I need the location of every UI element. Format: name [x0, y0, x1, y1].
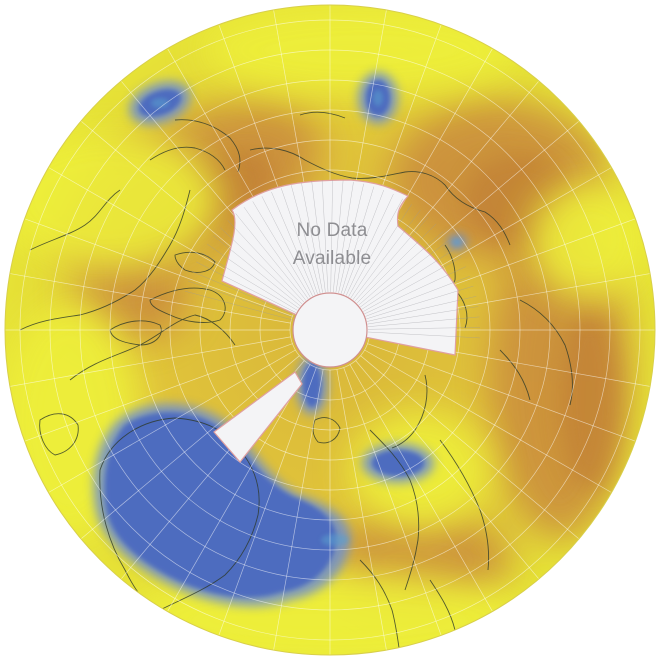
no-data-grid-line: [348, 198, 403, 297]
no-data-grid-line: [301, 182, 323, 293]
no-data-grid-line: [356, 223, 437, 304]
meridian-line: [343, 367, 444, 641]
no-data-grid-line: [345, 193, 394, 296]
meridian-line: [364, 349, 616, 496]
meridian-line: [360, 355, 584, 543]
no-data-grid-line: [364, 266, 467, 315]
no-data-grid-line: [354, 216, 429, 302]
no-data-grid-line: [366, 285, 474, 320]
no-data-grid-line: [201, 252, 298, 311]
no-data-grid-line: [213, 235, 301, 307]
globe-edge: [4, 4, 656, 656]
no-data-grid-line: [185, 290, 294, 321]
no-data-label-line2: Available: [293, 248, 372, 269]
meridian-line: [19, 343, 293, 444]
no-data-grid-line: [340, 186, 375, 294]
no-data-grid-line: [271, 191, 316, 296]
meridian-line: [367, 343, 641, 444]
no-data-grid-line: [290, 185, 321, 294]
meridian-line: [216, 367, 317, 641]
no-data-grid-line: [280, 188, 318, 295]
no-data-grid-line: [235, 213, 307, 301]
no-data-grid-lines: [185, 179, 481, 339]
meridian-line: [5, 336, 291, 388]
meridian-line: [164, 364, 311, 616]
meridian-line: [5, 272, 291, 324]
no-data-grid-line: [206, 243, 300, 309]
no-data-grid-line: [227, 220, 305, 303]
no-data-lower-sector: [213, 371, 303, 463]
no-data-grid-line: [338, 183, 364, 294]
no-data-grid-line: [367, 306, 479, 325]
no-data-grid-line: [366, 296, 477, 322]
meridian-line: [355, 360, 543, 584]
pole-hole: [292, 292, 368, 368]
no-data-grid-line: [220, 227, 303, 305]
low-value-cores: [151, 90, 462, 546]
no-data-grid-line: [335, 181, 354, 293]
meridian-line: [76, 355, 300, 543]
no-data-grid-line: [311, 181, 326, 293]
no-data-grid-line: [367, 331, 480, 339]
no-data-grid-line: [330, 179, 333, 293]
no-data-grid-line: [358, 231, 444, 306]
no-data-grid-line: [367, 316, 480, 327]
coastlines: [19, 111, 573, 655]
meridian-line: [272, 369, 324, 655]
no-data-grid-line: [343, 189, 385, 295]
no-data-grid-line: [361, 248, 456, 310]
meridian-line: [349, 364, 496, 616]
no-data-grid-line: [252, 201, 311, 298]
no-data-grid-line: [188, 280, 295, 318]
low-value-regions: [104, 80, 424, 598]
no-data-grid-line: [360, 239, 450, 308]
no-data-grid-line: [365, 275, 471, 317]
no-data-grid-line: [191, 271, 296, 316]
meridian-line: [336, 369, 388, 655]
no-data-grid-line: [196, 261, 297, 313]
no-data-grid-line: [261, 196, 313, 297]
meridian-line: [44, 349, 296, 496]
no-data-grid-line: [367, 327, 481, 330]
no-data-grid-line: [333, 180, 344, 293]
meridian-line: [19, 216, 293, 317]
no-data-grid-line: [243, 206, 309, 300]
no-data-grid-line: [363, 257, 462, 312]
no-data-grid-line: [321, 180, 329, 293]
no-data-label-line1: No Data: [296, 220, 367, 241]
no-data-grid-line: [352, 210, 421, 300]
no-data-region: [185, 179, 481, 463]
no-data-grid-line: [350, 204, 412, 299]
